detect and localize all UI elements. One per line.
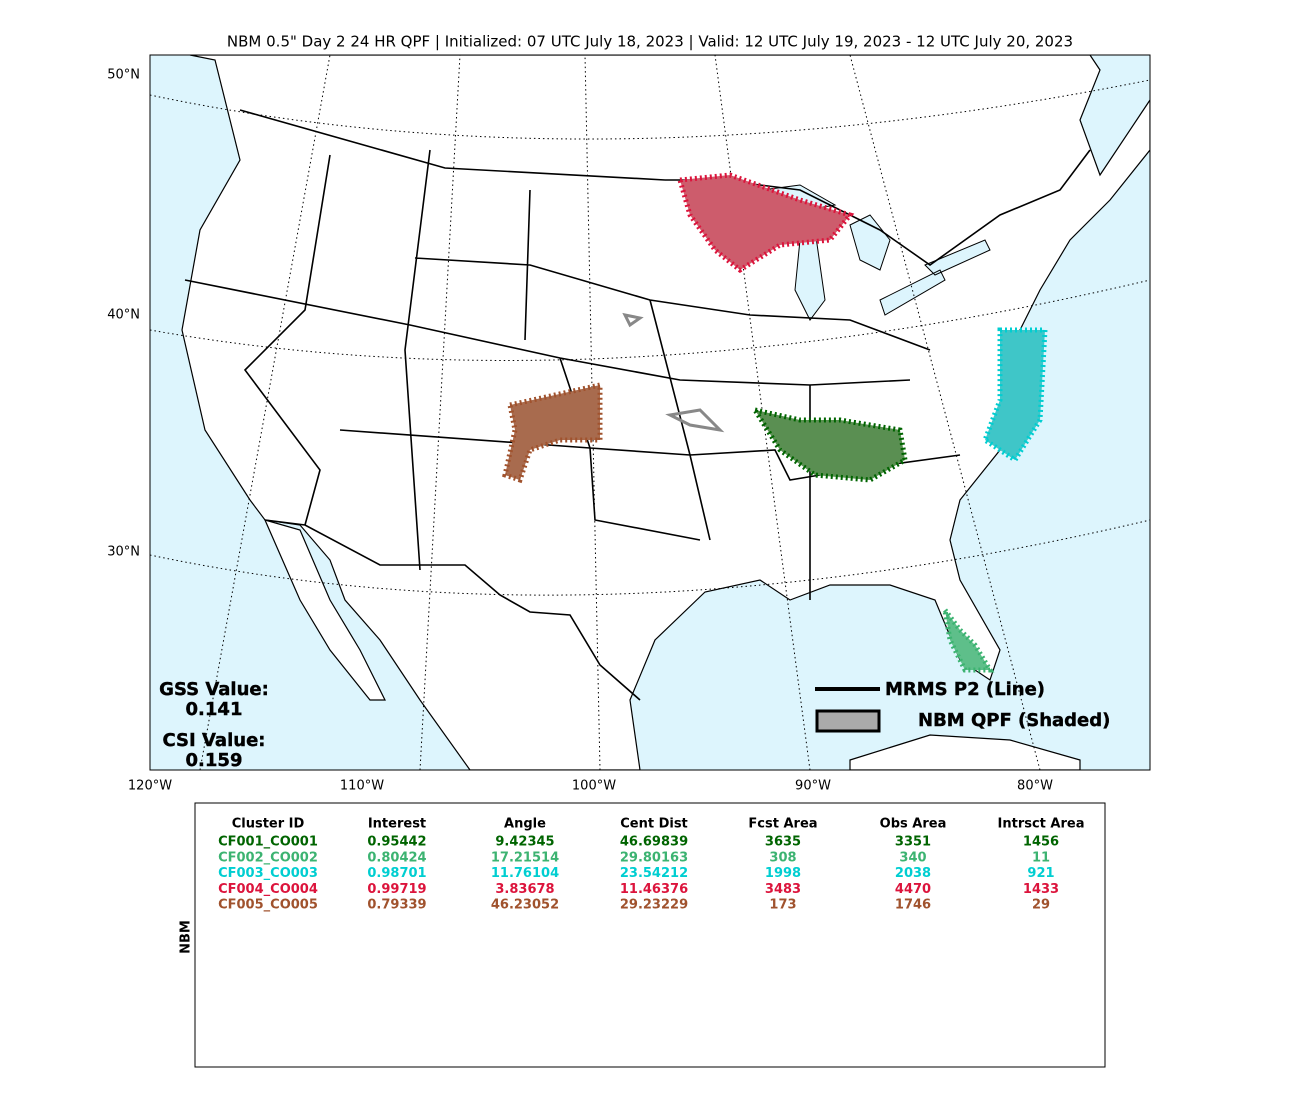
table-cell: 1746 — [895, 898, 931, 913]
legend-swatch — [815, 709, 881, 733]
clusters — [502, 172, 1048, 673]
table-cell: CF002_CO002 — [218, 850, 318, 865]
table-cell: 3.83678 — [495, 882, 554, 897]
table-cell: 11.46376 — [620, 882, 688, 897]
gss-label: GSS Value: — [159, 679, 269, 700]
table-header: Intrsct Area — [998, 817, 1085, 832]
table-cell: 3635 — [765, 835, 801, 850]
table-cell: 46.23052 — [491, 898, 559, 913]
table-cell: 0.79339 — [367, 898, 426, 913]
lon-label: 90°W — [795, 779, 831, 794]
table-cell: 173 — [769, 898, 796, 913]
lat-label: 30°N — [107, 545, 140, 560]
legend — [815, 687, 881, 733]
table-header: Cluster ID — [232, 817, 305, 832]
table-cell: 340 — [899, 850, 926, 865]
table-cell: 29.23229 — [620, 898, 688, 913]
table-cell: 2038 — [895, 866, 931, 881]
graticule — [150, 55, 1150, 770]
csi-value: 0.159 — [186, 750, 243, 771]
table-cell: 1433 — [1023, 882, 1059, 897]
table-cell: 3483 — [765, 882, 801, 897]
cuba — [849, 734, 1081, 770]
table-cell: 9.42345 — [495, 835, 554, 850]
table-header: Cent Dist — [620, 817, 688, 832]
gss-value: 0.141 — [186, 699, 243, 720]
table-cell: 308 — [769, 850, 796, 865]
table-side-label: NBM — [179, 920, 194, 954]
table-cell: 11.76104 — [491, 866, 559, 881]
table-cell: 29.80163 — [620, 850, 688, 865]
table-cell: CF005_CO005 — [218, 898, 318, 913]
table-cell: 921 — [1027, 866, 1054, 881]
table-cell: 0.99719 — [367, 882, 426, 897]
baja — [263, 519, 386, 701]
table-cell: 0.80424 — [367, 850, 426, 865]
table-header: Obs Area — [880, 817, 947, 832]
table-header: Angle — [504, 817, 546, 832]
table-cell: 1456 — [1023, 835, 1059, 850]
table-cell: 1998 — [765, 866, 801, 881]
lon-label: 80°W — [1017, 779, 1053, 794]
table-cell: 0.95442 — [367, 835, 426, 850]
table-cell: CF001_CO001 — [218, 835, 318, 850]
csi-label: CSI Value: — [163, 730, 266, 751]
table-cell: CF004_CO004 — [218, 882, 318, 897]
table-cell: 23.54212 — [620, 866, 688, 881]
lon-label: 110°W — [340, 779, 384, 794]
table-cell: 3351 — [895, 835, 931, 850]
table-cell: 0.98701 — [367, 866, 426, 881]
lon-label: 100°W — [572, 779, 616, 794]
title: NBM 0.5" Day 2 24 HR QPF | Initialized: … — [227, 33, 1073, 51]
table-cell: 46.69839 — [620, 835, 688, 850]
table-cell: 4470 — [895, 882, 931, 897]
table-cell: 29 — [1032, 898, 1050, 913]
table-header: Fcst Area — [748, 817, 817, 832]
lat-label: 40°N — [107, 308, 140, 323]
legend-line-label: MRMS P2 (Line) — [885, 679, 1045, 700]
table-cell: 17.21514 — [491, 850, 559, 865]
table-cell: 11 — [1032, 850, 1050, 865]
lon-label: 120°W — [128, 779, 172, 794]
table-header: Interest — [368, 817, 426, 832]
state-lines — [184, 149, 961, 600]
lat-label: 50°N — [107, 68, 140, 83]
map — [150, 55, 1150, 770]
table-frame — [194, 802, 1106, 1068]
table-cell: CF003_CO003 — [218, 866, 318, 881]
legend-shade-label: NBM QPF (Shaded) — [918, 710, 1110, 731]
map-frame — [149, 54, 1151, 771]
